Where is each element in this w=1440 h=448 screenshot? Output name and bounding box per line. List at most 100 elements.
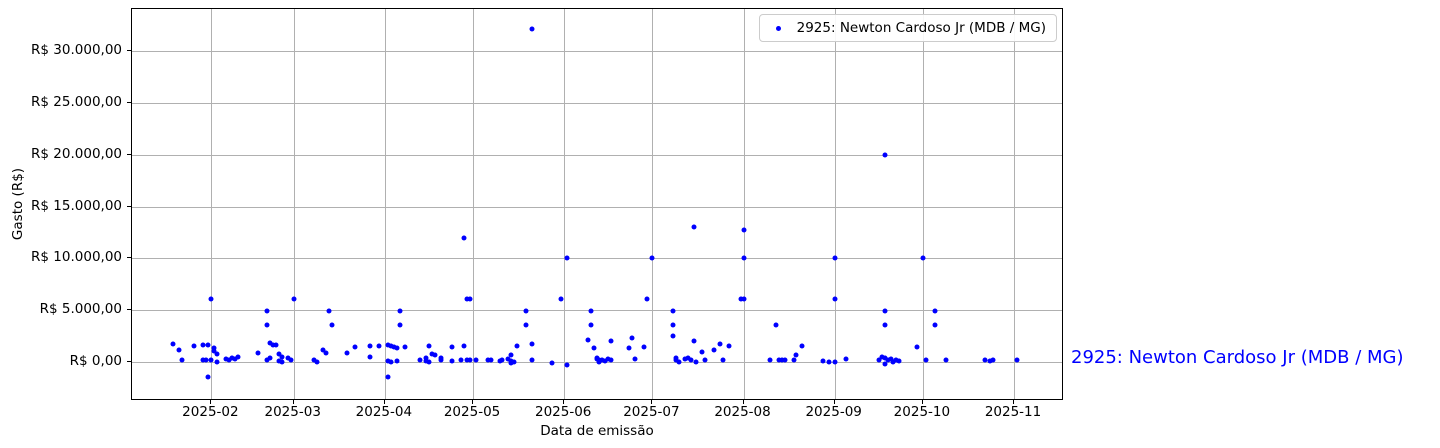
data-point (741, 255, 747, 261)
data-point (923, 357, 929, 363)
data-point (208, 296, 214, 302)
data-point (890, 359, 896, 365)
data-point (720, 357, 726, 363)
x-tick-label: 2025-05 (443, 404, 501, 420)
data-point (423, 355, 429, 361)
y-tick-label: R$ 0,00 (69, 352, 122, 369)
data-point (279, 359, 285, 365)
x-tick-mark (472, 400, 474, 404)
data-point (599, 357, 605, 363)
data-point (990, 357, 996, 363)
data-point (882, 308, 888, 314)
data-point (876, 357, 882, 363)
data-point (564, 255, 570, 261)
data-point (499, 357, 505, 363)
y-tick-mark (127, 50, 131, 52)
x-axis-title: Data de emissão (540, 423, 654, 439)
data-point (1014, 357, 1020, 363)
data-point (214, 351, 220, 357)
y-tick-label: R$ 25.000,00 (31, 94, 122, 111)
data-point (329, 322, 335, 328)
data-point (508, 358, 514, 364)
y-tick-label: R$ 15.000,00 (31, 197, 122, 214)
v-gridline (743, 9, 745, 399)
data-point (726, 343, 732, 349)
data-point (594, 356, 600, 362)
data-point (529, 357, 535, 363)
x-tick-label: 2025-04 (355, 404, 413, 420)
data-point (464, 296, 470, 302)
data-point (670, 322, 676, 328)
data-point (276, 358, 282, 364)
h-gridline (132, 258, 1062, 260)
x-tick-mark (742, 400, 744, 404)
x-tick-label: 2025-08 (714, 404, 771, 420)
data-point (273, 342, 279, 348)
h-gridline (132, 309, 1062, 311)
data-point (267, 355, 273, 361)
data-point (767, 357, 773, 363)
v-gridline (384, 9, 386, 399)
data-point (485, 357, 491, 363)
data-point (693, 359, 699, 365)
data-point (588, 322, 594, 328)
data-point (397, 322, 403, 328)
data-point (170, 341, 176, 347)
data-point (508, 360, 514, 366)
data-point (226, 357, 232, 363)
v-gridline (1014, 9, 1016, 399)
data-point (605, 356, 611, 362)
data-point (200, 342, 206, 348)
data-point (602, 358, 608, 364)
data-point (311, 357, 317, 363)
data-point (397, 308, 403, 314)
data-point (832, 296, 838, 302)
data-point (488, 357, 494, 363)
legend-marker-dot (775, 25, 781, 31)
data-point (882, 355, 888, 361)
data-point (314, 359, 320, 365)
data-point (896, 358, 902, 364)
data-point (323, 350, 329, 356)
h-gridline (132, 154, 1062, 156)
data-point (461, 343, 467, 349)
data-point (376, 343, 382, 349)
data-point (264, 322, 270, 328)
data-point (438, 357, 444, 363)
v-gridline (211, 9, 213, 399)
data-point (596, 359, 602, 365)
data-point (200, 357, 206, 363)
data-point (882, 322, 888, 328)
h-gridline (132, 103, 1062, 105)
data-point (320, 347, 326, 353)
data-point (264, 308, 270, 314)
y-tick-mark (127, 308, 131, 310)
data-point (688, 357, 694, 363)
x-tick-mark (563, 400, 565, 404)
h-gridline (132, 206, 1062, 208)
y-tick-mark (127, 102, 131, 104)
data-point (799, 343, 805, 349)
data-point (467, 296, 473, 302)
chart-legend: 2925: Newton Cardoso Jr (MDB / MG) (758, 14, 1057, 42)
data-point (385, 342, 391, 348)
data-point (529, 26, 535, 32)
data-point (473, 357, 479, 363)
data-point (205, 342, 211, 348)
data-point (426, 359, 432, 365)
y-tick-label: R$ 5.000,00 (39, 300, 122, 317)
data-point (893, 357, 899, 363)
data-point (352, 344, 358, 350)
data-point (779, 357, 785, 363)
data-point (711, 347, 717, 353)
data-point (987, 358, 993, 364)
data-point (820, 358, 826, 364)
y-tick-mark (127, 153, 131, 155)
data-point (641, 344, 647, 350)
data-point (791, 357, 796, 363)
data-point (270, 342, 276, 348)
data-point (741, 296, 747, 302)
data-point (782, 357, 788, 363)
data-point (514, 343, 520, 349)
data-point (702, 357, 708, 363)
